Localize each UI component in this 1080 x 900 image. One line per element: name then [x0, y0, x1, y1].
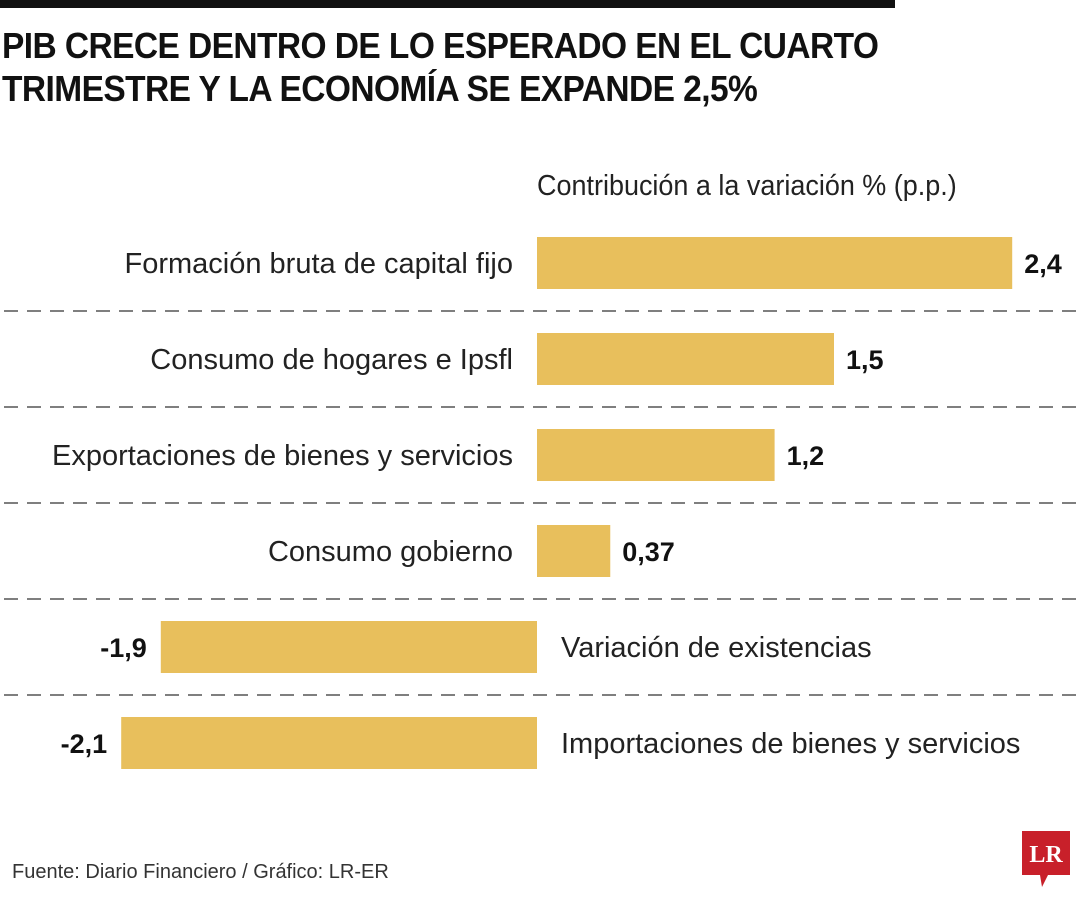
category-label: Consumo gobierno	[268, 536, 513, 568]
value-label: -1,9	[100, 633, 147, 663]
value-label: 1,2	[787, 441, 825, 471]
svg-text:LR: LR	[1029, 842, 1063, 868]
value-label: 0,37	[622, 537, 675, 567]
bar-chart: Formación bruta de capital fijo 2,4 Consum…	[4, 237, 1080, 769]
category-label: Consumo de hogares e Ipsfl	[150, 344, 513, 376]
lr-logo-icon: LR	[1022, 831, 1070, 887]
chart-title-line-2: TRIMESTRE Y LA ECONOMÍA SE EXPANDE 2,5%	[2, 68, 758, 109]
bar	[121, 717, 537, 769]
bar	[160, 621, 538, 673]
bar	[537, 237, 1013, 289]
category-label: Exportaciones de bienes y servicios	[52, 440, 513, 472]
chart-subtitle: Contribución a la variación % (p.p.)	[537, 170, 957, 202]
top-rule	[0, 0, 895, 8]
chart-title-line-1: PIB CRECE DENTRO DE LO ESPERADO EN EL CU…	[2, 25, 879, 66]
source-note: Fuente: Diario Financiero / Gráfico: LR-…	[12, 861, 389, 883]
bar	[537, 525, 611, 577]
bar	[537, 429, 775, 481]
value-label: 2,4	[1024, 249, 1062, 279]
category-label: Importaciones de bienes y servicios	[561, 728, 1020, 760]
value-label: -2,1	[61, 729, 108, 759]
category-label: Variación de existencias	[561, 632, 872, 664]
category-label: Formación bruta de capital fijo	[125, 248, 513, 280]
chart-title: PIB CRECE DENTRO DE LO ESPERADO EN EL CU…	[2, 24, 879, 110]
value-label: 1,5	[846, 345, 884, 375]
bar	[537, 333, 834, 385]
